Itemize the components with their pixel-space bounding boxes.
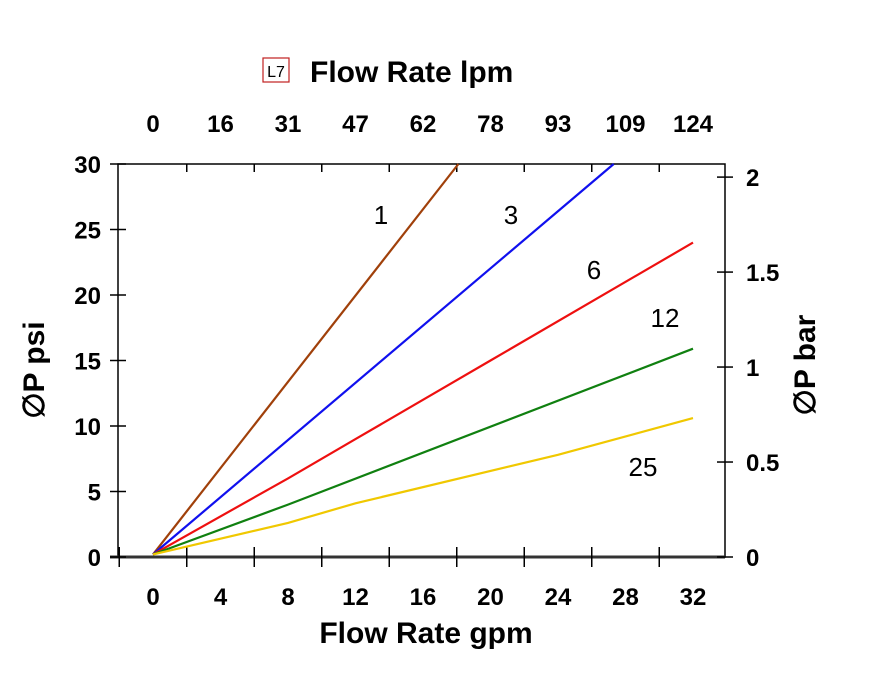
top-tick-label: 93 xyxy=(545,111,572,138)
x-tick-label: 24 xyxy=(545,584,572,611)
series-line-6 xyxy=(152,241,694,556)
x-tick-label: 12 xyxy=(342,584,369,611)
x-tick-label: 4 xyxy=(214,584,228,611)
x-tick-label: 8 xyxy=(281,584,294,611)
right-tick-label: 1.5 xyxy=(746,260,779,287)
series-label-3: 3 xyxy=(504,200,518,230)
series-label-6: 6 xyxy=(587,255,601,285)
series-line-3 xyxy=(152,163,615,556)
y-tick-label: 20 xyxy=(74,283,101,310)
right-tick-label: 0.5 xyxy=(746,450,779,477)
series-line-12 xyxy=(152,347,694,556)
x-tick-label: 16 xyxy=(410,584,437,611)
y-axis-title: ∅P psi xyxy=(18,321,51,418)
x-axis-title: Flow Rate gpm xyxy=(319,617,532,650)
series-label-12: 12 xyxy=(651,303,680,333)
right-tick-label: 0 xyxy=(746,545,759,572)
x-tick-label: 28 xyxy=(612,584,639,611)
x-tick-label: 0 xyxy=(146,584,159,611)
x-tick-label: 32 xyxy=(680,584,707,611)
top-tick-label: 124 xyxy=(673,111,714,138)
top-tick-label: 78 xyxy=(477,111,504,138)
top-tick-label: 62 xyxy=(410,111,437,138)
right-tick-label: 1 xyxy=(746,355,759,382)
series-line-25 xyxy=(152,417,694,556)
y-tick-label: 0 xyxy=(88,545,101,572)
y-tick-label: 25 xyxy=(74,218,101,245)
top-tick-label: 109 xyxy=(605,111,645,138)
y-tick-label: 10 xyxy=(74,414,101,441)
top-axis-title: Flow Rate lpm xyxy=(310,56,513,89)
y-tick-label: 15 xyxy=(74,349,101,376)
l7-badge: L7 xyxy=(267,64,285,81)
top-tick-label: 16 xyxy=(207,111,234,138)
top-tick-label: 47 xyxy=(342,111,369,138)
right-tick-label: 2 xyxy=(746,165,759,192)
series-label-25: 25 xyxy=(629,452,658,482)
top-tick-label: 0 xyxy=(146,111,159,138)
plot-frame xyxy=(117,163,726,558)
y-tick-label: 30 xyxy=(74,152,101,179)
x-tick-label: 20 xyxy=(477,584,504,611)
series-label-1: 1 xyxy=(374,200,388,230)
l7-badge-box xyxy=(262,57,290,83)
series-line-1 xyxy=(152,163,460,556)
top-tick-label: 31 xyxy=(275,111,302,138)
right-axis-title: ∅P bar xyxy=(789,314,822,415)
y-tick-label: 5 xyxy=(88,480,101,507)
